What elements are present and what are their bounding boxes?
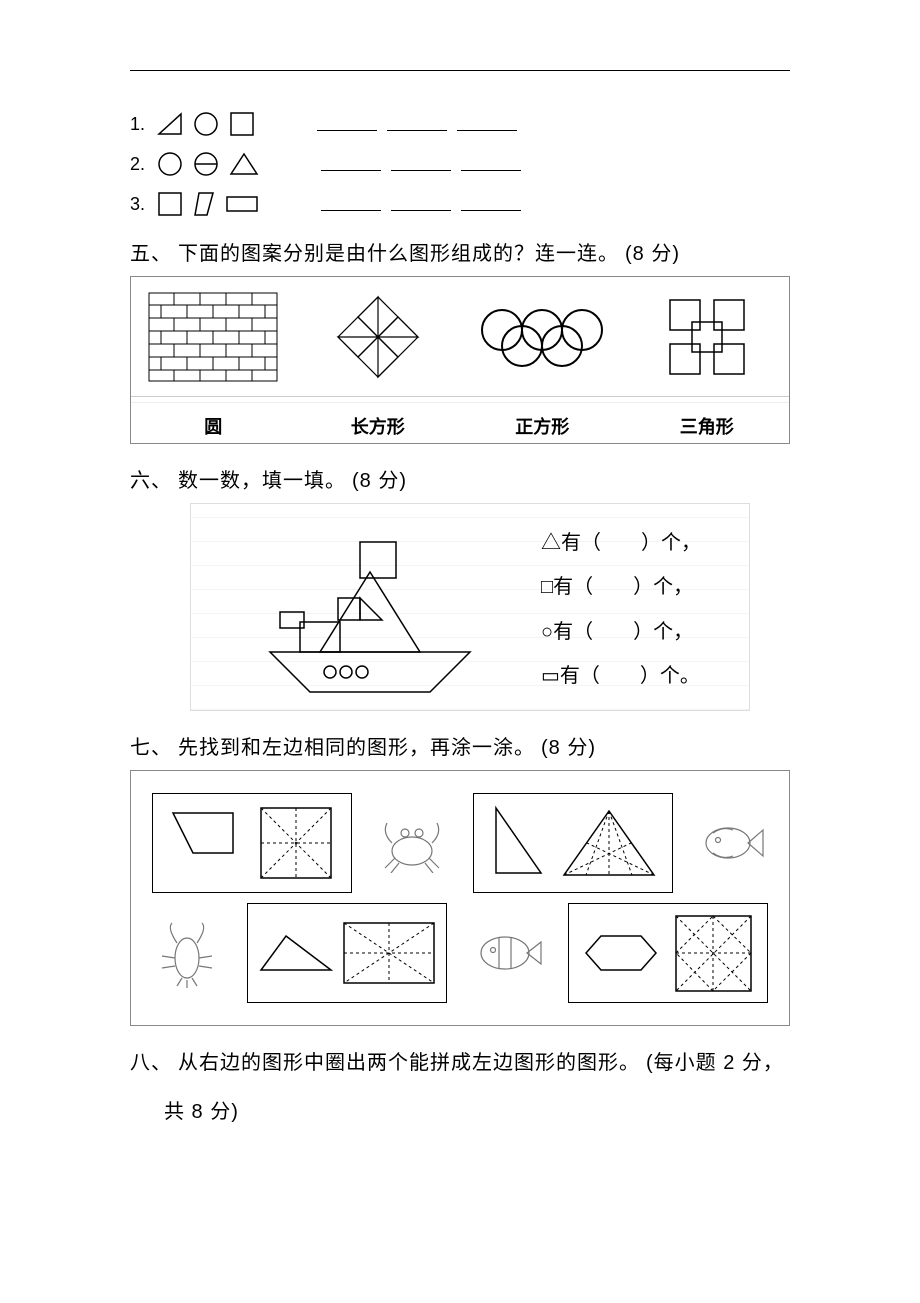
q-row-2: 2. xyxy=(130,151,790,177)
q-row-1: 1. xyxy=(130,111,790,137)
q7-box-3 xyxy=(247,903,447,1003)
q5-label: 五、 xyxy=(130,243,172,265)
q5-points: (8 分) xyxy=(625,243,680,265)
q5-text: 下面的图案分别是由什么图形组成的？连一连。 xyxy=(178,243,619,265)
q8-heading-2: 共 8 分) xyxy=(164,1095,790,1124)
q6-boat-icon xyxy=(199,512,541,702)
q7-text: 先找到和左边相同的图形，再涂一涂。 xyxy=(178,737,535,759)
row1-blanks xyxy=(317,117,517,131)
q5-squares-icon xyxy=(625,277,790,396)
rtriangle-icon xyxy=(486,803,546,883)
q8-points2: 共 8 分) xyxy=(164,1101,239,1123)
q5-heading: 五、 下面的图案分别是由什么图形组成的？连一连。 (8 分) xyxy=(130,237,790,266)
quad-icon xyxy=(193,191,215,217)
blank[interactable] xyxy=(457,117,517,131)
q5-rings-icon xyxy=(460,277,625,396)
hexagon-icon xyxy=(581,928,661,978)
q8-heading: 八、 从右边的图形中圈出两个能拼成左边图形的图形。 (每小题 2 分， xyxy=(130,1046,790,1075)
q6-line-0: △有（ ）个， xyxy=(541,526,741,555)
triangle-flat-icon xyxy=(256,928,336,978)
q5-figure: 圆 长方形 正方形 三角形 xyxy=(130,276,790,444)
row1-shapes xyxy=(157,111,255,137)
q7-box-2 xyxy=(473,793,673,893)
q6-heading: 六、 数一数，填一填。 (8 分) xyxy=(130,464,790,493)
rectangle-icon xyxy=(225,195,259,213)
row2-shapes xyxy=(157,151,259,177)
blank[interactable] xyxy=(461,197,521,211)
q5-brick-icon xyxy=(131,277,296,396)
rect-dashed-icon xyxy=(339,918,439,988)
circle-line-icon xyxy=(193,151,219,177)
q-row-3: 3. xyxy=(130,191,790,217)
q6-points: (8 分) xyxy=(352,470,407,492)
q8-label: 八、 xyxy=(130,1052,172,1074)
row3-shapes xyxy=(157,191,259,217)
q7-box-1 xyxy=(152,793,352,893)
q5-label-1: 长方形 xyxy=(296,402,461,439)
square-dashed-icon xyxy=(256,803,336,883)
q7-heading: 七、 先找到和左边相同的图形，再涂一涂。 (8 分) xyxy=(130,731,790,760)
q5-label-3: 三角形 xyxy=(625,402,790,439)
lobster-icon xyxy=(152,918,222,988)
circle-icon xyxy=(193,111,219,137)
q7-points: (8 分) xyxy=(541,737,596,759)
q8-points: (每小题 2 分， xyxy=(646,1052,784,1074)
circle-icon xyxy=(157,151,183,177)
square-icon xyxy=(157,191,183,217)
q8-text: 从右边的图形中圈出两个能拼成左边图形的图形。 xyxy=(178,1052,640,1074)
q6-line-3: ▭有（ ）个。 xyxy=(541,659,741,688)
blank[interactable] xyxy=(321,157,381,171)
row1-num: 1. xyxy=(130,114,145,135)
q6-line-1: □有（ ）个， xyxy=(541,570,741,599)
q6-text: 数一数，填一填。 xyxy=(178,470,346,492)
clownfish-icon xyxy=(473,918,543,988)
q5-label-2: 正方形 xyxy=(460,402,625,439)
blank[interactable] xyxy=(391,157,451,171)
crab-icon xyxy=(377,808,447,878)
triangle-icon xyxy=(229,152,259,176)
trapezoid-icon xyxy=(168,808,238,878)
blank[interactable] xyxy=(321,197,381,211)
q7-figure xyxy=(130,770,790,1026)
blank[interactable] xyxy=(391,197,451,211)
triangle-icon xyxy=(157,112,183,136)
row2-num: 2. xyxy=(130,154,145,175)
row2-blanks xyxy=(321,157,521,171)
q6-figure: △有（ ）个， □有（ ）个， ○有（ ）个， ▭有（ ）个。 xyxy=(190,503,750,711)
q5-label-0: 圆 xyxy=(131,402,296,439)
q6-line-2: ○有（ ）个， xyxy=(541,615,741,644)
q7-label: 七、 xyxy=(130,737,172,759)
row3-num: 3. xyxy=(130,194,145,215)
q6-label: 六、 xyxy=(130,470,172,492)
header-rule xyxy=(130,70,790,71)
square-icon xyxy=(229,111,255,137)
square-grid-dashed-icon xyxy=(671,911,756,996)
blank[interactable] xyxy=(461,157,521,171)
row3-blanks xyxy=(321,197,521,211)
blank[interactable] xyxy=(317,117,377,131)
fish-icon xyxy=(698,808,768,878)
q5-pinwheel-icon xyxy=(296,277,461,396)
q7-box-4 xyxy=(568,903,768,1003)
blank[interactable] xyxy=(387,117,447,131)
triangle-dashed-icon xyxy=(559,803,659,883)
